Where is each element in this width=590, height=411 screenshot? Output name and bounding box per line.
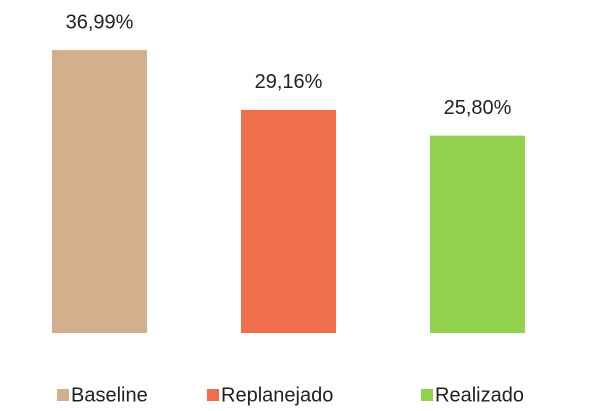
- legend-label: Replanejado: [221, 384, 333, 406]
- legend-swatch: [421, 389, 433, 401]
- legend-label: Realizado: [435, 384, 524, 406]
- data-label: 29,16%: [255, 71, 323, 93]
- legend-swatch: [57, 389, 69, 401]
- bar: [241, 109, 336, 334]
- data-label: 36,99%: [66, 11, 134, 33]
- legend-swatch: [207, 389, 219, 401]
- data-label: 25,80%: [444, 97, 512, 119]
- bar: [430, 135, 525, 333]
- legend-label: Baseline: [71, 384, 148, 406]
- bar: [52, 50, 147, 334]
